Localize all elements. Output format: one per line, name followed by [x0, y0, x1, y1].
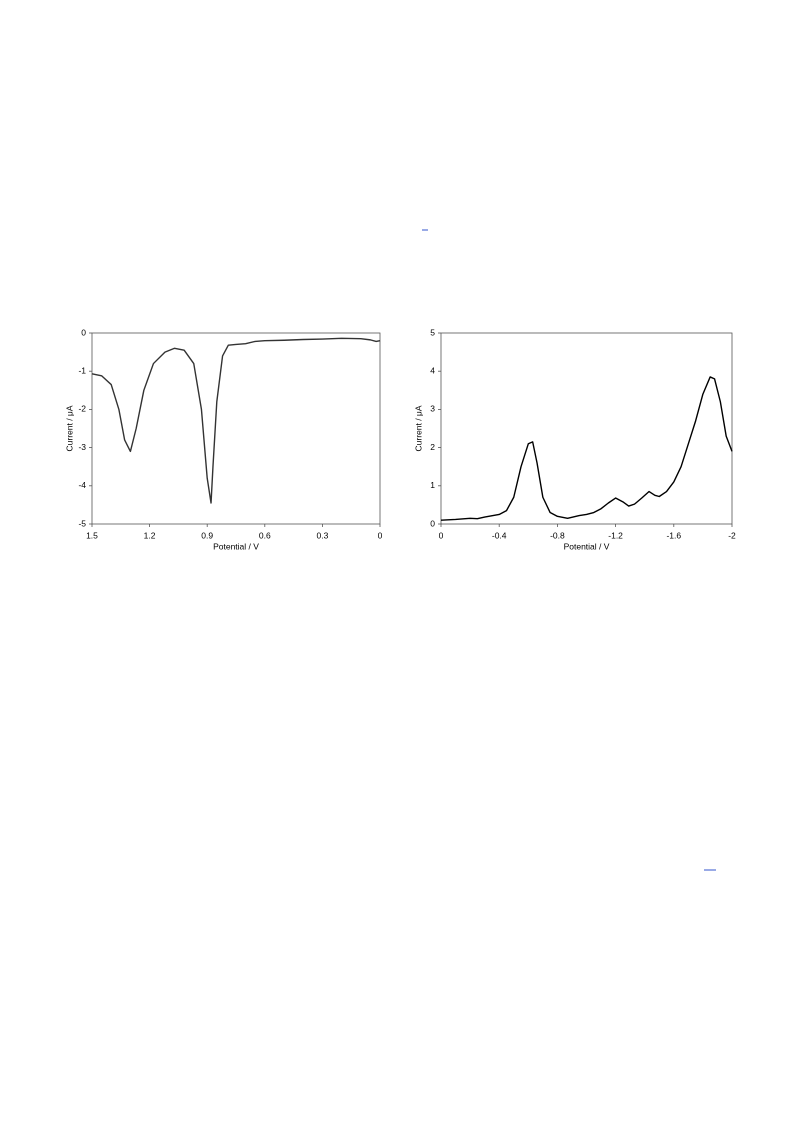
x-tick-label: -0.8	[550, 530, 565, 540]
y-tick-label: -4	[78, 480, 86, 490]
y-tick-label: 1	[430, 480, 435, 490]
x-tick-label: -1.2	[608, 530, 623, 540]
y-tick-label: -2	[78, 404, 86, 414]
y-tick-label: -1	[78, 365, 86, 375]
x-tick-label: 0.6	[259, 530, 271, 540]
y-tick-label: -3	[78, 442, 86, 452]
y-axis-label: Current / μA	[64, 405, 74, 451]
data-line	[91, 337, 381, 504]
x-tick-label: 0	[378, 530, 383, 540]
y-tick-label: -5	[78, 518, 86, 528]
y-tick-label: 3	[430, 404, 435, 414]
y-tick-label: 0	[81, 327, 86, 337]
x-tick-label: -2	[728, 530, 736, 540]
x-axis-label: Potential / V	[564, 541, 610, 551]
y-tick-label: 2	[430, 442, 435, 452]
x-tick-label: 0.3	[316, 530, 328, 540]
y-tick-label: 5	[430, 327, 435, 337]
x-tick-label: 0.9	[201, 530, 213, 540]
plot-frame	[91, 332, 381, 525]
x-tick-label: 1.2	[144, 530, 156, 540]
x-tick-label: -0.4	[492, 530, 507, 540]
y-tick-label: 4	[430, 365, 435, 375]
x-tick-label: 0	[439, 530, 444, 540]
x-axis-label: Potential / V	[213, 541, 259, 551]
y-axis-label: Current / μA	[413, 405, 423, 451]
x-tick-label: 1.5	[86, 530, 98, 540]
x-tick-label: -1.6	[666, 530, 681, 540]
data-line	[440, 376, 733, 521]
plot-frame	[440, 332, 733, 525]
y-tick-label: 0	[430, 518, 435, 528]
